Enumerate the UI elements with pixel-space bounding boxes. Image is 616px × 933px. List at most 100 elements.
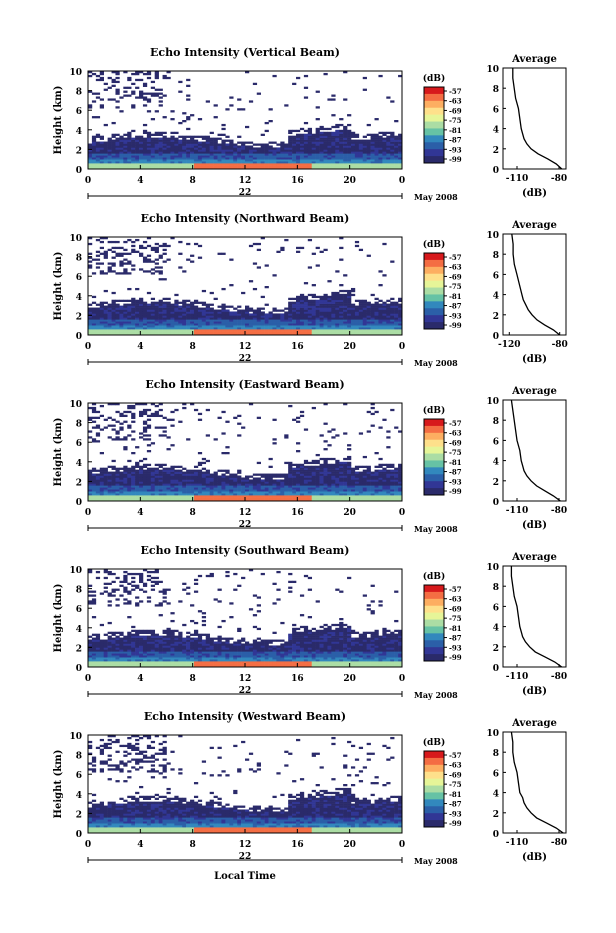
heatmap-cell bbox=[139, 255, 143, 257]
heatmap-cell bbox=[143, 409, 147, 411]
heatmap-cell bbox=[198, 462, 202, 464]
heatmap-cell bbox=[100, 155, 104, 157]
heatmap-cell bbox=[96, 153, 100, 155]
heatmap-cell bbox=[324, 317, 328, 319]
heatmap-cell bbox=[151, 481, 155, 483]
heatmap-cell bbox=[276, 165, 280, 167]
heatmap-cell bbox=[206, 153, 210, 155]
heatmap-cell bbox=[261, 495, 265, 497]
heatmap-cell bbox=[288, 470, 292, 472]
heatmap-cell bbox=[198, 481, 202, 483]
heatmap-cell bbox=[327, 153, 331, 155]
heatmap-cell bbox=[386, 96, 390, 98]
heatmap-cell bbox=[210, 145, 214, 147]
heatmap-cell bbox=[194, 313, 198, 315]
heatmap-cell bbox=[151, 493, 155, 495]
heatmap-cell bbox=[367, 142, 371, 144]
heatmap-cell bbox=[331, 149, 335, 151]
heatmap-cell bbox=[335, 485, 339, 487]
heatmap-cell bbox=[327, 296, 331, 298]
heatmap-cell bbox=[163, 159, 167, 161]
heatmap-cell bbox=[382, 472, 386, 474]
heatmap-cell bbox=[92, 144, 96, 146]
heatmap-cell bbox=[280, 487, 284, 489]
heatmap-cell bbox=[135, 483, 139, 485]
heatmap-cell bbox=[88, 663, 92, 665]
heatmap-cell bbox=[96, 325, 100, 327]
heatmap-cell bbox=[284, 495, 288, 497]
heatmap-cell bbox=[119, 331, 123, 333]
heatmap-cell bbox=[159, 327, 163, 329]
heatmap-cell bbox=[324, 448, 328, 450]
heatmap-cell bbox=[151, 477, 155, 479]
heatmap-cell bbox=[202, 136, 206, 138]
heatmap-cell bbox=[159, 266, 163, 268]
heatmap-cell bbox=[265, 319, 269, 321]
heatmap-cell bbox=[308, 477, 312, 479]
heatmap-cell bbox=[347, 161, 351, 163]
heatmap-cell bbox=[229, 483, 233, 485]
heatmap-cell bbox=[155, 259, 159, 261]
heatmap-cell bbox=[257, 155, 261, 157]
heatmap-cell bbox=[163, 261, 167, 263]
heatmap-cell bbox=[92, 663, 96, 665]
heatmap-cell bbox=[151, 304, 155, 306]
heatmap-cell bbox=[272, 497, 276, 499]
heatmap-cell bbox=[159, 100, 163, 102]
heatmap-cell bbox=[143, 98, 147, 100]
heatmap-cell bbox=[280, 151, 284, 153]
heatmap-cell bbox=[327, 138, 331, 140]
heatmap-cell bbox=[159, 321, 163, 323]
heatmap-cell bbox=[378, 132, 382, 134]
heatmap-cell bbox=[159, 310, 163, 312]
heatmap-cell bbox=[320, 477, 324, 479]
heatmap-cell bbox=[115, 253, 119, 255]
heatmap-cell bbox=[261, 313, 265, 315]
heatmap-cell bbox=[292, 483, 296, 485]
heatmap-cell bbox=[284, 489, 288, 491]
heatmap-cell bbox=[390, 315, 394, 317]
heatmap-cell bbox=[316, 315, 320, 317]
heatmap-cell bbox=[253, 147, 257, 149]
heatmap-cell bbox=[375, 313, 379, 315]
heatmap-cell bbox=[347, 317, 351, 319]
heatmap-cell bbox=[304, 145, 308, 147]
heatmap-cell bbox=[123, 151, 127, 153]
heatmap-cell bbox=[206, 317, 210, 319]
heatmap-cell bbox=[88, 266, 92, 268]
heatmap-cell bbox=[367, 325, 371, 327]
heatmap-cell bbox=[198, 331, 202, 333]
heatmap-cell bbox=[367, 474, 371, 476]
heatmap-cell bbox=[167, 151, 171, 153]
heatmap-cell bbox=[241, 317, 245, 319]
heatmap-cell bbox=[331, 436, 335, 438]
heatmap-cell bbox=[163, 132, 167, 134]
heatmap-cell bbox=[115, 272, 119, 274]
heatmap-cell bbox=[280, 249, 284, 251]
heatmap-cell bbox=[371, 493, 375, 495]
heatmap-cell bbox=[186, 161, 190, 163]
heatmap-cell bbox=[112, 661, 116, 663]
heatmap-cell bbox=[378, 136, 382, 138]
heatmap-cell bbox=[280, 313, 284, 315]
heatmap-cell bbox=[115, 411, 119, 413]
heatmap-cell bbox=[112, 264, 116, 266]
heatmap-cell bbox=[245, 165, 249, 167]
heatmap-cell bbox=[308, 321, 312, 323]
heatmap-cell bbox=[390, 302, 394, 304]
heatmap-cell bbox=[316, 165, 320, 167]
heatmap-cell bbox=[359, 163, 363, 165]
heatmap-cell bbox=[198, 495, 202, 497]
heatmap-cell bbox=[394, 142, 398, 144]
heatmap-cell bbox=[131, 323, 135, 325]
heatmap-cell bbox=[127, 147, 131, 149]
heatmap-cell bbox=[363, 315, 367, 317]
heatmap-cell bbox=[327, 144, 331, 146]
heatmap-cell bbox=[304, 75, 308, 77]
heatmap-cell bbox=[155, 311, 159, 313]
heatmap-cell bbox=[108, 659, 112, 661]
heatmap-cell bbox=[104, 83, 108, 85]
heatmap-cell bbox=[127, 165, 131, 167]
heatmap-cell bbox=[272, 317, 276, 319]
heatmap-cell bbox=[335, 319, 339, 321]
